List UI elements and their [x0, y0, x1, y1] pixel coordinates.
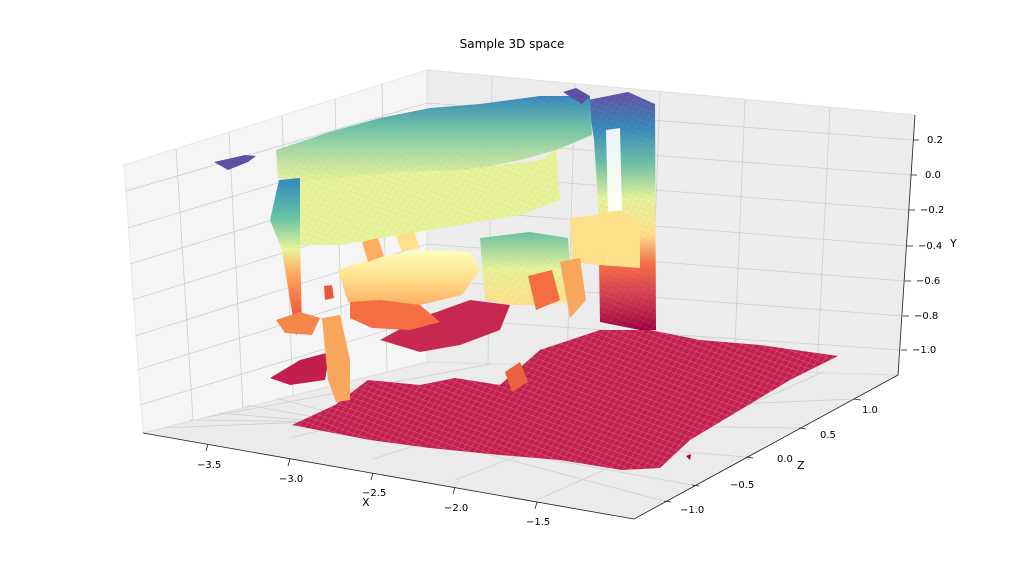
y-tick-label: −0.8 — [914, 311, 938, 322]
middle-fragment-d — [560, 258, 586, 318]
y-tick-label: −1.0 — [912, 345, 936, 356]
surface-structure — [214, 88, 838, 470]
floor-scrap-orange — [505, 362, 528, 392]
floor-bit — [686, 454, 691, 460]
top-beam-face-mesh — [292, 150, 560, 245]
floor-scrap-left — [270, 352, 330, 385]
x-tick-label: −2.5 — [362, 488, 386, 499]
y-axis: 0.2 0.0 −0.2 −0.4 −0.6 −0.8 −1.0 Y — [901, 135, 957, 356]
right-pillar-hole — [606, 128, 622, 212]
left-chunks — [276, 312, 320, 335]
y-axis-label: Y — [949, 237, 957, 250]
middle-band — [338, 250, 480, 306]
middle-band-lower — [350, 300, 440, 330]
beam-blob-left — [214, 155, 256, 170]
middle-fragment-c — [528, 270, 560, 310]
middle-fragment-a — [362, 238, 384, 262]
x-tick-label: −3.0 — [279, 474, 303, 485]
y-tick-label: −0.4 — [918, 241, 942, 252]
chart-title: Sample 3D space — [460, 37, 565, 51]
floor-scrap-mid — [380, 300, 510, 352]
x-tick-label: −2.0 — [444, 503, 468, 514]
left-knot — [324, 285, 334, 300]
z-tick-label: 1.0 — [862, 405, 878, 416]
left-pillar — [270, 178, 302, 335]
floor-mesh — [292, 330, 838, 470]
left-post — [322, 315, 350, 402]
y-tick-label: −0.6 — [916, 276, 940, 287]
beam-tip-top — [563, 88, 590, 104]
y-tick-label: −0.2 — [920, 205, 944, 216]
z-tick-label: 0.5 — [820, 430, 836, 441]
x-axis-label: X — [362, 496, 370, 509]
beam-tip-small — [594, 126, 600, 132]
y-tick-label: 0.0 — [925, 170, 941, 181]
z-axis: 1.0 0.5 0.0 −0.5 −1.0 Z — [663, 398, 878, 516]
right-pillar-mesh — [588, 92, 656, 330]
center-right-panel — [570, 212, 640, 268]
z-tick-label: 0.0 — [777, 454, 793, 465]
y-tick-label: 0.2 — [927, 135, 943, 146]
x-tick-label: −1.5 — [526, 517, 550, 528]
z-tick-label: −1.0 — [680, 505, 704, 516]
x-axis: −3.5 −3.0 −2.5 −2.0 −1.5 X — [197, 443, 550, 528]
middle-fragment-b — [396, 232, 420, 252]
z-tick-label: −0.5 — [730, 480, 754, 491]
x-tick-label: −3.5 — [197, 460, 221, 471]
top-beam-mesh — [276, 96, 592, 182]
z-axis-label: Z — [797, 459, 805, 472]
